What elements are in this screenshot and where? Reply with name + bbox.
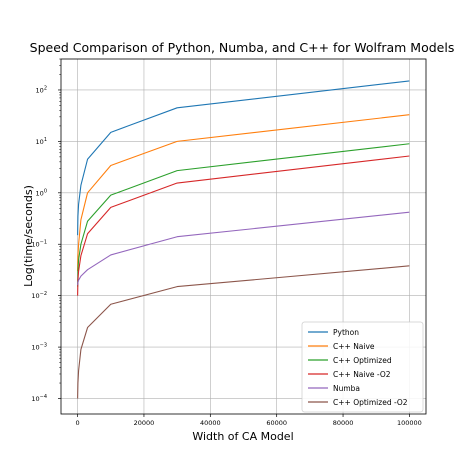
y-tick-exponent: −4 <box>40 394 47 400</box>
plot-frame <box>60 58 427 415</box>
series-line <box>77 114 410 272</box>
y-tick-base: 10 <box>31 292 39 300</box>
series-line <box>77 211 410 286</box>
series-lines <box>77 80 410 399</box>
y-tick-base: 10 <box>31 395 39 403</box>
y-tick-label: 10−4 <box>31 394 47 403</box>
legend-label: Python <box>333 328 359 337</box>
x-axis-label: Width of CA Model <box>192 430 293 443</box>
legend-label: C++ Optimized <box>333 356 392 365</box>
axis-ticks: 0 20000 40000 60000 80000 10000010−410−310−21… <box>31 58 422 427</box>
y-tick-base: 10 <box>36 86 44 94</box>
y-tick-exponent: 1 <box>44 137 47 143</box>
legend-label: C++ Optimized -O2 <box>333 398 408 407</box>
series-line <box>77 155 410 296</box>
x-tick-label: 60000 <box>266 419 287 427</box>
y-tick-label: 100 <box>36 188 47 197</box>
y-tick-exponent: −3 <box>40 343 47 349</box>
legend: Python C++ Naive C++ Optimized C++ Naive -O… <box>301 321 424 413</box>
legend-label: C++ Naive -O2 <box>333 370 391 379</box>
series-line <box>77 265 410 399</box>
y-axis-label: Log(time/seconds) <box>22 185 35 287</box>
y-tick-label: 101 <box>36 137 47 146</box>
y-tick-label: 10−1 <box>31 240 47 249</box>
series-line <box>77 80 410 236</box>
chart-title: Speed Comparison of Python, Numba, and C… <box>30 40 455 55</box>
legend-label: C++ Naive <box>333 342 375 351</box>
y-tick-label: 10−3 <box>31 343 47 352</box>
y-tick-exponent: −2 <box>40 291 47 297</box>
y-tick-exponent: −1 <box>40 240 47 246</box>
y-tick-base: 10 <box>31 344 39 352</box>
y-tick-label: 10−2 <box>31 291 47 300</box>
x-tick-label: 100000 <box>397 419 422 427</box>
y-tick-base: 10 <box>36 189 44 197</box>
y-tick-exponent: 0 <box>44 188 47 194</box>
x-tick-label: 0 <box>76 419 80 427</box>
y-tick-base: 10 <box>31 241 39 249</box>
y-tick-exponent: 2 <box>44 85 47 91</box>
x-tick-label: 40000 <box>200 419 221 427</box>
grid-lines <box>61 59 426 414</box>
legend-label: Numba <box>333 384 360 393</box>
y-tick-label: 102 <box>36 85 47 94</box>
x-tick-label: 80000 <box>333 419 354 427</box>
x-tick-label: 20000 <box>134 419 155 427</box>
series-line <box>77 143 410 287</box>
y-tick-base: 10 <box>36 138 44 146</box>
legend-box <box>301 321 424 413</box>
